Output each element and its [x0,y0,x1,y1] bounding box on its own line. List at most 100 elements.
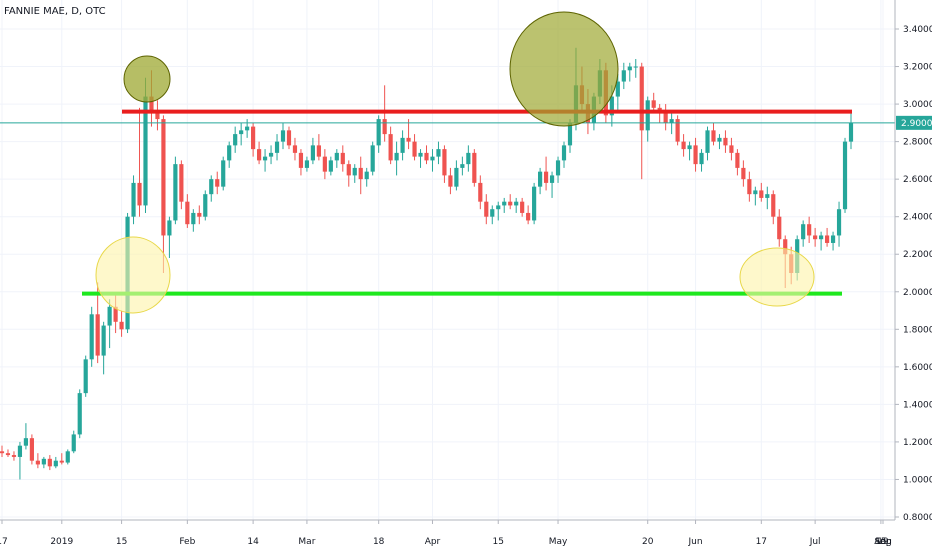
candle-body [741,167,746,180]
x-tick-label: Sep [875,537,892,547]
price-axis[interactable]: 0.8000 1.0000 1.2000 1.4000 1.6000 1.8000 2.00… [894,0,932,523]
y-tick-label: 1.6000 [903,363,932,373]
candle-body [5,453,11,456]
candle-body [484,201,489,217]
candle-body [675,119,680,142]
candle-body [711,130,716,142]
x-tick-label: 18 [373,537,385,547]
x-tick-label: 2019 [50,537,73,547]
candle-body [430,156,435,161]
candle-body [627,66,632,71]
candle-body [113,306,118,322]
candle-body [771,194,776,217]
y-tick-label: 3.0000 [903,100,932,110]
candle-body [23,438,29,446]
candle-body [561,145,567,161]
candle-body [155,111,160,120]
x-tick-label: 15 [875,537,886,547]
candle-body [705,130,710,153]
candle-body [71,434,76,452]
candle-body [621,70,626,82]
y-tick-label: 2.4000 [903,213,932,223]
candle-body [538,171,543,187]
candle-body [663,111,668,123]
last-price-tag-bg [896,115,932,130]
y-tick-label: 1.8000 [903,325,932,335]
highlight-circle-jan-top [123,55,171,103]
candle-body [681,141,686,150]
x-tick-label: Jun [688,537,703,547]
candle-body [388,134,393,161]
candle-body [520,201,525,213]
candle-body [239,130,244,135]
candle-body [167,220,172,236]
candle-body [813,235,818,240]
candle-body [233,134,238,146]
candle-body [370,145,375,172]
candle-body [245,126,250,131]
candle-body [424,152,429,161]
candle-body [466,152,471,165]
candle-body [394,152,399,161]
chart-title: FANNIE MAE, D, OTC [4,6,106,17]
y-tick-label: 1.0000 [903,475,932,485]
candle-body [185,201,190,225]
candle-body [209,179,214,195]
candle-body [478,182,483,202]
candle-body [543,171,549,183]
x-tick-label: 14 [247,537,259,547]
highlight-circle-jan-support [95,236,171,314]
candle-body [179,164,184,202]
candle-body [418,152,423,157]
y-tick-label: 2.8000 [903,138,932,148]
candle-body [304,160,310,168]
candle-body [555,160,561,176]
candle-body [514,201,519,206]
y-tick-label: 3.2000 [903,63,932,73]
highlight-circle-aug-support [739,247,815,307]
candle-body [77,393,82,435]
candle-body [436,149,441,157]
x-tick-label: 20 [642,537,654,547]
time-axis[interactable]: 17201915Feb14Mar18Apr15May20Jun17Jul15Au… [0,519,895,547]
candle-body [717,137,722,142]
y-tick-label: 1.2000 [903,438,932,448]
candle-body [256,149,262,161]
candle-body [173,164,178,221]
candle-body [364,171,369,180]
x-tick-label: 17 [756,537,767,547]
x-tick-label: May [549,537,568,547]
x-tick-label: 19 [877,537,889,547]
candle-body [221,160,226,187]
x-tick-label: Jul [809,537,821,547]
candle-body [227,145,232,161]
candle-body [783,239,788,255]
candle-body [41,458,46,465]
candle-body [765,194,770,198]
x-tick-label: Mar [298,537,315,547]
x-tick-label: 15 [116,537,127,547]
candle-body [496,205,501,210]
candle-body [346,164,351,176]
candle-body [131,182,136,217]
candle-body [292,145,298,153]
candle-body [687,145,692,150]
candle-body [322,156,327,172]
candle-body [639,66,644,131]
candle-body [382,119,387,135]
candle-body [280,130,286,142]
candle-body [406,137,411,142]
y-tick-label: 2.0000 [903,288,932,298]
last-price-tag-label: 2.9000 [901,119,932,129]
candle-body [191,212,196,225]
candle-body [735,152,740,168]
candle-body [807,224,812,236]
candle-body [824,235,830,243]
candle-body [310,145,315,161]
candle-body [819,235,824,240]
candle-body [836,209,842,236]
candle-body [53,460,58,467]
candle-body [251,126,256,150]
candle-body [532,186,537,221]
